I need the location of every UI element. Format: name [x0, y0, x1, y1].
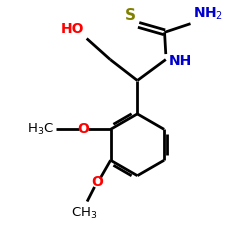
- Text: O: O: [91, 176, 103, 190]
- Text: NH$_2$: NH$_2$: [193, 6, 223, 22]
- Text: H$_3$C: H$_3$C: [27, 122, 54, 137]
- Text: O: O: [78, 122, 89, 136]
- Text: S: S: [125, 8, 136, 23]
- Text: CH$_3$: CH$_3$: [72, 206, 98, 220]
- Text: NH: NH: [169, 54, 192, 68]
- Text: HO: HO: [61, 22, 85, 36]
